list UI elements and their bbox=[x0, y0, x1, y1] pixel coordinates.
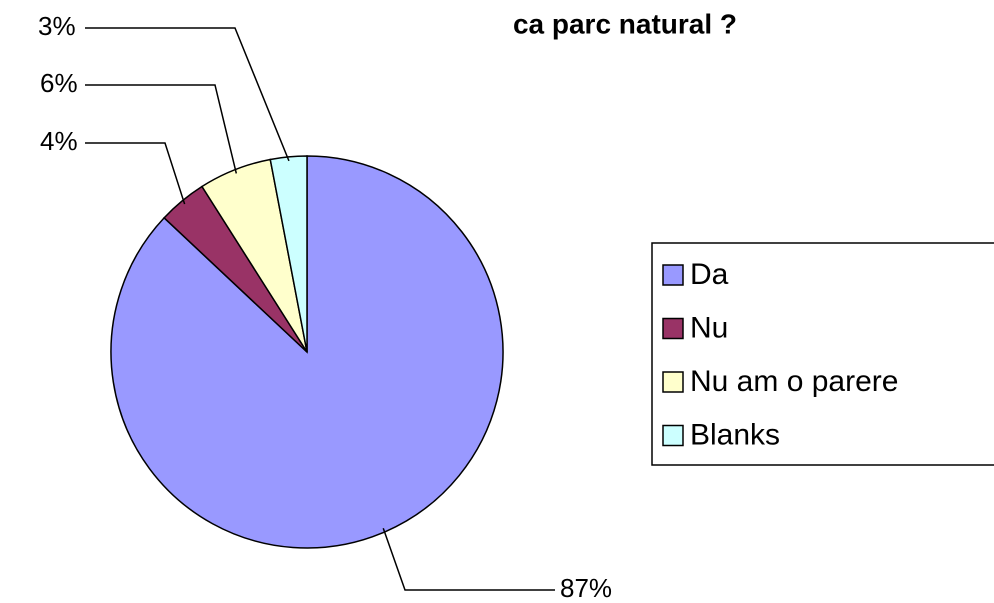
chart-title: ca parc natural ? bbox=[513, 8, 737, 39]
leader-line bbox=[85, 84, 238, 174]
legend-swatch bbox=[662, 424, 684, 447]
leader-line bbox=[85, 142, 186, 205]
legend-swatch bbox=[662, 317, 684, 340]
leader-line bbox=[85, 27, 290, 162]
pie-slice bbox=[269, 155, 308, 353]
data-label: 3% bbox=[38, 11, 76, 41]
legend-swatch bbox=[662, 371, 684, 393]
legend-swatch bbox=[662, 264, 684, 286]
legend-label: Nu bbox=[690, 311, 728, 344]
data-label: 87% bbox=[560, 573, 612, 603]
legend-label: Da bbox=[690, 258, 729, 291]
legend bbox=[651, 242, 994, 466]
data-label: 4% bbox=[40, 126, 78, 156]
data-label: 6% bbox=[40, 68, 78, 98]
leader-line bbox=[382, 527, 555, 591]
legend-label: Blanks bbox=[690, 418, 780, 451]
legend-label: Nu am o parere bbox=[690, 365, 898, 398]
